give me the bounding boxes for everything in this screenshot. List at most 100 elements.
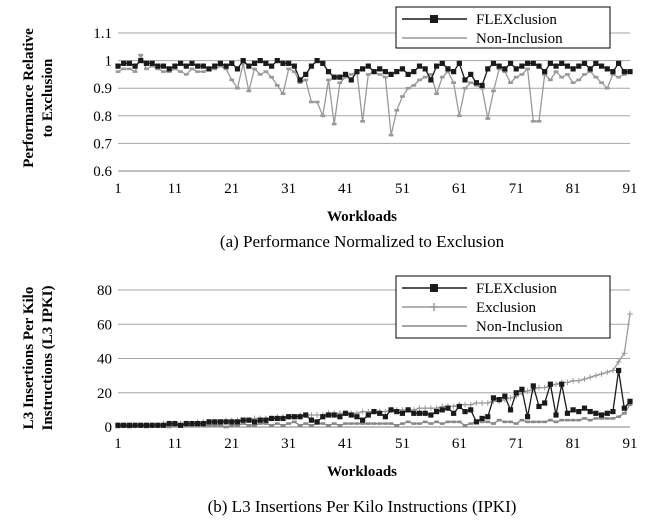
data-point [331,412,337,418]
data-point [587,70,593,73]
data-point [314,100,320,104]
data-point [217,60,223,66]
data-point [377,422,383,425]
data-point [342,410,349,416]
data-point [286,67,292,71]
data-point [536,120,542,123]
data-point [143,60,150,66]
data-point [354,422,360,425]
data-point [160,422,167,428]
data-point [138,53,144,57]
data-point [326,423,331,427]
data-point [542,400,548,406]
data-point [183,73,189,76]
data-point [581,60,588,66]
chart-b-y-label-line1: L3 Insertions Per Kilo [21,287,37,430]
data-point [587,374,593,381]
data-point [138,422,144,428]
data-point [479,415,485,422]
data-point [473,400,480,406]
data-point [519,73,525,76]
data-point [462,401,468,408]
chart-a-x-ticks: 1 11 21 31 41 51 61 71 81 91 [114,181,637,197]
chart-a-legend-box [395,6,611,49]
data-point [405,86,411,90]
data-point [348,412,354,418]
data-point [468,81,474,84]
data-point [121,60,127,66]
data-point [593,372,599,379]
data-point [189,67,195,71]
data-point [462,77,468,83]
data-point [593,75,599,79]
data-point [451,81,457,84]
data-point [468,71,474,77]
data-point [337,74,343,80]
data-point [314,412,320,418]
data-point [337,414,343,420]
data-point [257,422,263,425]
chart-a-gridlines [118,32,630,172]
data-point [587,66,593,72]
data-point [445,66,451,72]
data-point [616,367,622,374]
data-point [297,81,303,84]
data-point [343,75,348,79]
data-point [456,403,462,410]
chart-a-x-tick-label: 1 [114,181,122,197]
data-point [610,73,616,76]
data-point [394,423,400,427]
data-point [382,414,388,420]
data-point [451,410,457,416]
data-point [212,419,218,425]
data-point [428,77,434,83]
data-point [155,422,161,428]
chart-a-y-tick-label: 0.9 [93,81,112,97]
data-point [627,69,633,75]
data-point [604,417,610,420]
data-point [479,400,485,406]
data-point [621,69,627,75]
data-point [195,63,201,69]
data-point [269,423,274,427]
chart-b-y-tick-label: 40 [97,352,112,368]
data-point [359,408,366,415]
chart-a-x-tick-label: 71 [509,181,524,197]
data-point [621,350,628,357]
data-point [143,422,150,428]
data-point [172,63,178,69]
chart-a: 0.60.70.80.911.1 1 11 21 31 41 51 61 71 81 91 Per… [21,6,638,251]
data-point [565,73,570,76]
data-point [491,89,496,93]
data-point [166,66,172,72]
data-point [616,415,622,419]
data-point [479,420,485,424]
data-point [291,414,297,420]
data-point [513,422,519,425]
data-point [462,423,468,427]
data-point [229,423,235,427]
data-point [365,63,371,69]
data-point [212,67,218,71]
data-point [433,63,440,69]
data-point [360,422,366,425]
data-point [417,422,422,425]
data-point [599,417,604,420]
data-point [115,70,121,73]
chart-b-x-tick-label: 51 [395,436,410,452]
chart-b-caption: (b) L3 Insertions Per Kilo Instructions … [208,497,517,516]
data-point [348,77,354,83]
data-point [354,69,360,75]
chart-b-y-tick-label: 80 [97,283,112,299]
data-point [189,420,195,427]
data-point [337,423,343,427]
chart-a-series [115,53,633,137]
data-point [206,423,212,427]
data-point [416,63,423,69]
data-point [513,75,519,79]
data-point [308,412,315,418]
data-point [195,420,201,427]
data-point [445,420,451,424]
data-point [212,423,218,427]
data-point [337,81,343,84]
